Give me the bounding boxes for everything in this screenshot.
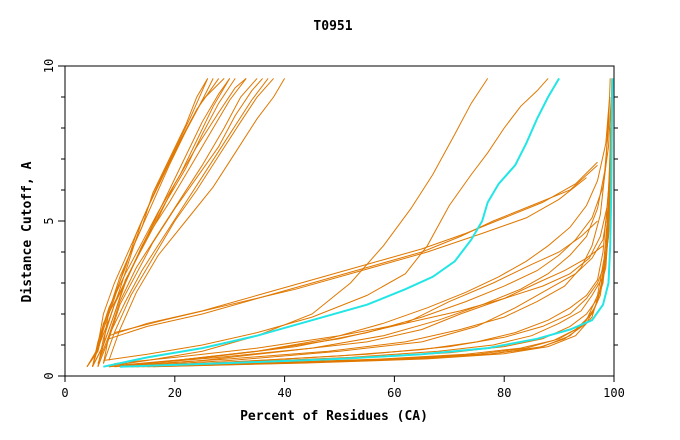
series-line-31	[130, 112, 609, 366]
series-line-17	[108, 161, 598, 337]
y-tick-label-5: 5	[42, 217, 56, 224]
series-line-21	[114, 245, 604, 368]
series-line-23	[119, 127, 612, 368]
series-line-10	[108, 78, 286, 361]
series-line-7	[97, 78, 258, 364]
series-line-0	[86, 78, 214, 367]
series-line-9	[102, 78, 274, 364]
chart-title: T0951	[313, 19, 352, 34]
highlight-series-line-38	[119, 78, 614, 368]
highlight-series-line-37	[103, 77, 560, 368]
x-tick-label-100: 100	[603, 386, 625, 400]
series-line-16	[108, 164, 598, 340]
x-axis: 0 20 40 60 80 100	[61, 376, 625, 400]
series-line-8	[102, 78, 269, 364]
series-line-34	[136, 196, 611, 368]
x-tick-label-40: 40	[277, 386, 291, 400]
y-tick-label-10: 10	[42, 59, 56, 73]
y-axis-label: Distance Cutoff, A	[20, 161, 35, 302]
series-line-36	[108, 96, 611, 368]
series-line-19	[103, 78, 549, 361]
series-line-22	[119, 205, 609, 368]
series-line-27	[136, 143, 612, 368]
x-tick-label-20: 20	[168, 386, 182, 400]
y-tick-label-0: 0	[42, 372, 56, 379]
x-tick-label-0: 0	[61, 386, 68, 400]
series-line-15	[103, 78, 489, 368]
x-tick-label-60: 60	[387, 386, 401, 400]
series-line-32	[125, 78, 611, 366]
plot-area	[86, 77, 614, 368]
series-line-4	[92, 78, 231, 367]
series-line-33	[119, 96, 612, 366]
series-line-6	[97, 78, 247, 367]
y-axis: 0 5 10	[42, 59, 618, 380]
x-tick-label-80: 80	[497, 386, 511, 400]
series-line-13	[92, 78, 247, 367]
x-axis-label: Percent of Residues (CA)	[240, 409, 428, 424]
series-line-5	[97, 78, 236, 367]
series-line-1	[86, 78, 209, 367]
series-line-26	[130, 96, 612, 368]
series-line-20	[108, 220, 598, 368]
